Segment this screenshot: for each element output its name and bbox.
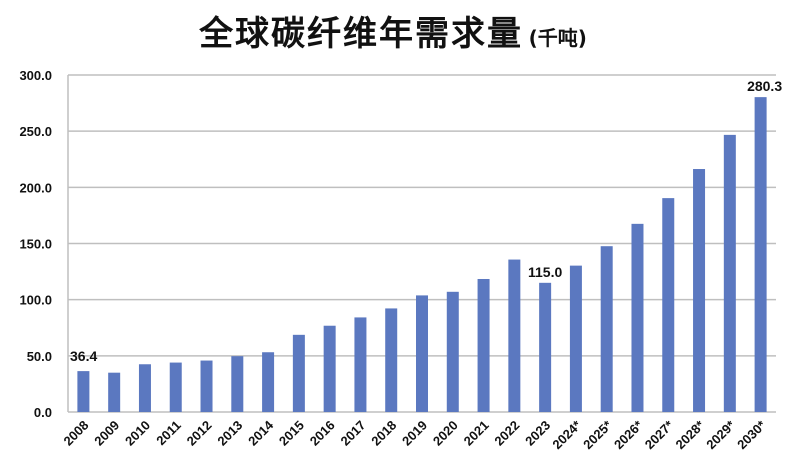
y-tick-label: 250.0 [19,124,52,139]
bar-2025* [600,246,613,412]
x-tick-label: 2021 [461,418,492,449]
x-tick-label: 2030* [734,417,769,452]
x-tick-label: 2028* [673,417,708,452]
x-tick-label: 2015 [276,418,307,449]
x-tick-label: 2010 [122,418,153,449]
x-tick-label: 2029* [703,417,738,452]
data-label: 115.0 [528,264,562,280]
x-tick-label: 2012 [184,418,215,449]
data-label: 280.3 [747,78,782,94]
bar-2026* [631,223,644,412]
y-tick-label: 150.0 [19,237,52,252]
bar-2013 [231,356,244,412]
x-tick-label: 2026* [611,417,646,452]
bar-2010 [138,364,151,412]
bar-2020 [446,291,459,412]
bar-2028* [693,169,706,412]
x-tick-label: 2020 [430,418,461,449]
y-tick-label: 200.0 [19,180,52,195]
bar-2024* [569,265,582,412]
bar-2011 [169,362,182,412]
bar-2017 [354,317,367,412]
bar-2012 [200,360,213,412]
x-tick-label: 2025* [580,417,615,452]
bar-2019 [416,295,428,412]
x-tick-label: 2013 [214,418,245,449]
bar-2027* [662,198,675,412]
y-tick-label: 300.0 [19,68,52,83]
x-tick-label: 2022 [491,418,522,449]
bar-2030* [754,97,767,412]
x-tick-label: 2014 [245,417,277,449]
bar-2023 [539,282,552,412]
x-tick-label: 2019 [399,418,430,449]
y-tick-label: 100.0 [19,293,52,308]
data-label: 36.4 [70,348,97,364]
x-tick-label: 2008 [60,418,91,449]
bar-2021 [477,278,490,412]
x-tick-label: 2017 [337,418,368,449]
x-tick-label: 2024* [549,417,584,452]
y-tick-label: 0.0 [34,405,52,420]
chart-unit: (千吨) [528,26,587,50]
bar-2029* [723,134,736,413]
x-tick-label: 2016 [307,418,338,449]
x-tick-label: 2023 [522,418,553,449]
bar-2018 [385,308,398,412]
chart-title: 全球碳纤维年需求量 (千吨) [0,6,786,55]
x-tick-label: 2009 [91,418,122,449]
chart-title-text: 全球碳纤维年需求量 [199,14,524,54]
bar-2014 [262,352,275,412]
bar-2022 [508,259,521,412]
bar-2016 [323,325,336,412]
x-tick-label: 2011 [153,418,184,449]
bar-2008 [77,371,90,412]
bar-2009 [108,372,121,412]
bar-2015 [292,334,305,412]
x-tick-label: 2018 [368,418,399,449]
x-tick-label: 2027* [642,417,677,452]
y-tick-label: 50.0 [27,349,52,364]
